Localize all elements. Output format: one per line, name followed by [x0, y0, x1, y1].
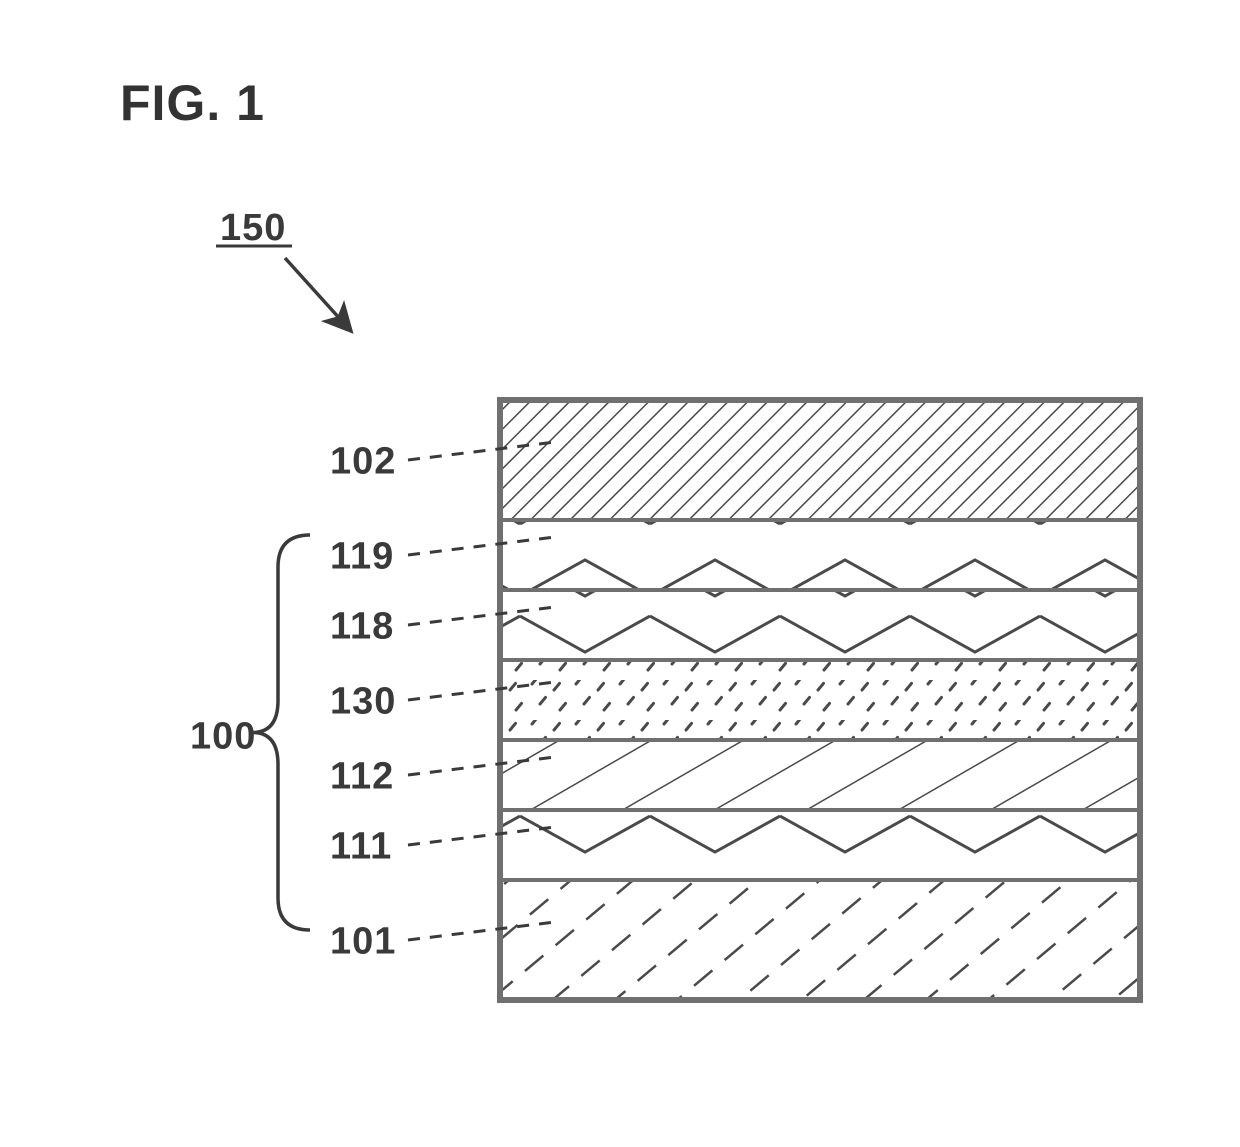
- layer-ref-112: 112: [330, 755, 394, 797]
- layer-118: [500, 590, 1140, 660]
- layer-ref-101: 101: [330, 920, 396, 962]
- group-brace: [252, 535, 310, 930]
- layer-119: [500, 520, 1140, 590]
- assembly-ref-label: 150: [220, 207, 286, 249]
- assembly-arrow: [285, 258, 350, 330]
- group-ref-label: 100: [190, 715, 256, 757]
- layer-ref-119: 119: [330, 535, 394, 577]
- layer-111: [500, 810, 1140, 880]
- layer-ref-102: 102: [330, 440, 396, 482]
- figure-title: FIG. 1: [120, 75, 265, 131]
- layer-102: [500, 400, 1140, 520]
- layer-101: [500, 880, 1140, 1000]
- layer-ref-111: 111: [330, 825, 392, 867]
- figure-diagram: FIG. 1 150 102 119 118 130 112 111 101 100: [0, 0, 1240, 1147]
- layer-ref-130: 130: [330, 680, 396, 722]
- layer-ref-118: 118: [330, 605, 394, 647]
- layer-130: [500, 660, 1140, 740]
- layer-112: [500, 740, 1140, 810]
